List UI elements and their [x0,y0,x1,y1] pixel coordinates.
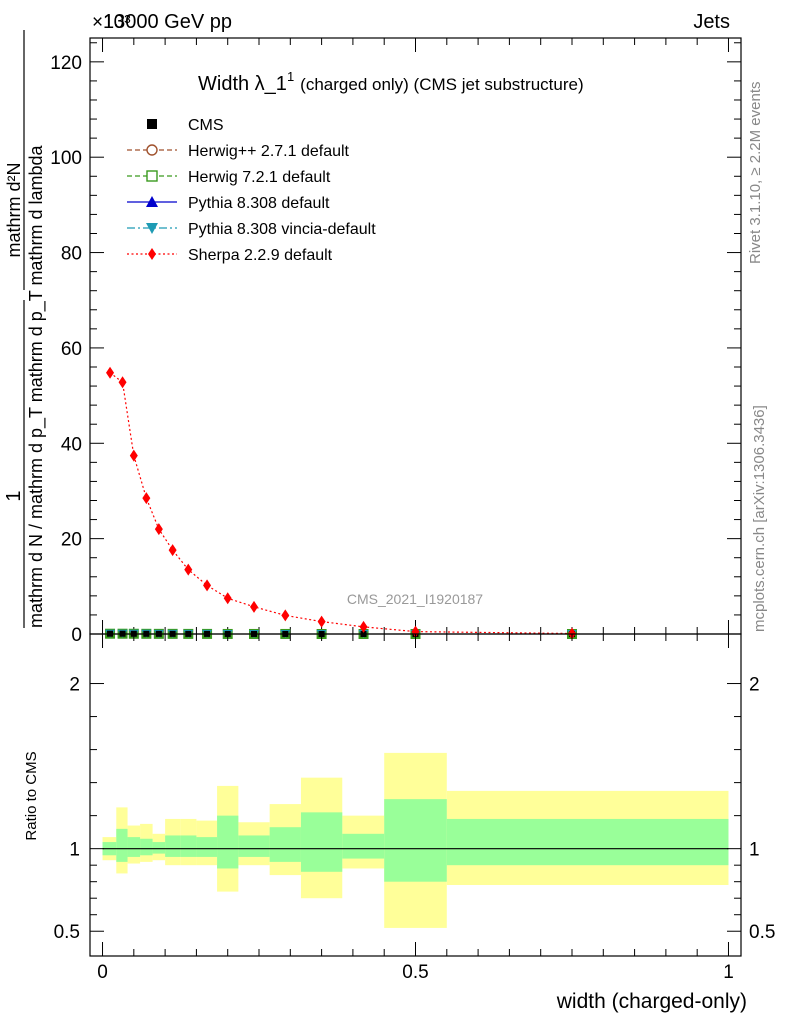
main-ytick-label: 40 [61,434,82,455]
mcplots-label: mcplots.cern.ch [arXiv:1306.3436] [751,405,768,632]
watermark: CMS_2021_I1920187 [347,591,483,607]
ylabel-left-denominator: mathrm d N / mathrm d p_T mathrm d p_T m… [26,145,47,628]
ratio-green-band [269,827,301,862]
ratio-ytick-label-right: 2 [749,675,760,696]
legend-label: Herwig++ 2.7.1 default [188,143,350,160]
ylabel-left-numerator: 1 [3,490,25,501]
main-axes: 0 20 40 60 80 100 120 [50,38,741,646]
sherpa-point [203,579,212,592]
rivet-label: Rivet 3.1.10, ≥ 2.2M events [747,82,764,265]
main-ytick-label: 100 [50,148,82,169]
xtick-label: 0.5 [402,962,428,983]
legend-entry: Herwig++ 2.7.1 default [127,143,350,160]
legend-marker [147,119,157,129]
main-ytick-label: 20 [61,530,82,551]
ratio-bands [102,752,729,928]
ratio-axes: 0.5 0.5 1 1 2 2 0 0.5 1 [54,634,775,983]
legend-marker [146,223,158,234]
sherpa-point [281,609,290,622]
legend-marker [146,144,158,156]
legend-label: Herwig 7.2.1 default [188,169,331,186]
legend-entry: Herwig 7.2.1 default [127,169,331,186]
legend-marker [148,248,156,260]
main-ylabel: 1 mathrm d N / mathrm d p_T mathrm d p_T… [3,30,47,628]
legend-label: CMS [188,117,224,134]
xtick-label: 0 [97,962,108,983]
sherpa-point [184,563,193,576]
title-rest: (charged only) (CMS jet substructure) [300,75,583,94]
ratio-green-band [180,835,197,857]
ratio-green-band [300,812,343,872]
chart-title: Width λ_11 (charged only) (CMS jet substr… [198,69,584,95]
sherpa-point [359,620,368,633]
sherpa-point [106,366,115,379]
ratio-green-band [238,835,270,857]
ratio-ytick-label-right: 0.5 [749,922,775,943]
ratio-green-band [217,815,239,869]
ratio-green-band [196,837,218,857]
sherpa-point [129,449,138,462]
ratio-ytick-label: 2 [69,675,80,696]
ratio-green-band [127,837,141,857]
sherpa-point [317,615,326,628]
ratio-ytick-label-right: 1 [749,840,760,861]
ratio-green-band [140,838,153,856]
legend-entry: Pythia 8.308 vincia-default [127,221,376,238]
legend: CMS Herwig++ 2.7.1 default Herwig 7.2.1 de… [127,117,376,264]
ratio-green-band [342,833,385,859]
xtick-label: 1 [723,962,734,983]
legend-label: Pythia 8.308 default [188,195,330,212]
legend-marker [146,196,158,207]
main-series [105,366,577,640]
title-main: Width λ_1 [198,73,287,95]
main-ytick-label: 120 [50,53,82,74]
main-ytick-label: 60 [61,339,82,360]
legend-marker [146,170,158,182]
sherpa-point [154,523,163,536]
sherpa-point [411,625,420,638]
sherpa-line [109,372,572,635]
legend-label: Pythia 8.308 vincia-default [188,221,376,238]
ratio-green-band [165,835,181,857]
ratio-green-band [152,842,166,854]
ratio-green-band [446,818,729,866]
legend-label: Sherpa 2.2.9 default [188,247,333,264]
legend-entry: Sherpa 2.2.9 default [127,247,333,264]
sherpa-point [250,600,259,613]
main-ytick-label: 0 [71,625,82,646]
sherpa-point [142,492,151,505]
ratio-green-band [116,828,128,862]
legend-entry: Pythia 8.308 default [127,195,330,212]
sherpa-point [118,376,127,389]
sherpa-point [168,544,177,557]
main-ytick-label: 80 [61,244,82,265]
ratio-green-band [384,799,447,882]
ratio-ytick-label: 0.5 [54,922,80,943]
sherpa-point [223,592,232,605]
ratio-ylabel: Ratio to CMS [23,751,40,840]
energy-label: 13000 GeV pp [103,11,232,33]
x-axis-label: width (charged-only) [556,990,747,1013]
legend-entry: CMS [147,117,224,134]
process-label: Jets [693,11,730,33]
ylabel-right-numerator: mathrm d²N [4,162,24,257]
multiplier-label: ×10³ [92,12,131,33]
title-sup: 1 [287,69,294,84]
ratio-ytick-label: 1 [69,840,80,861]
